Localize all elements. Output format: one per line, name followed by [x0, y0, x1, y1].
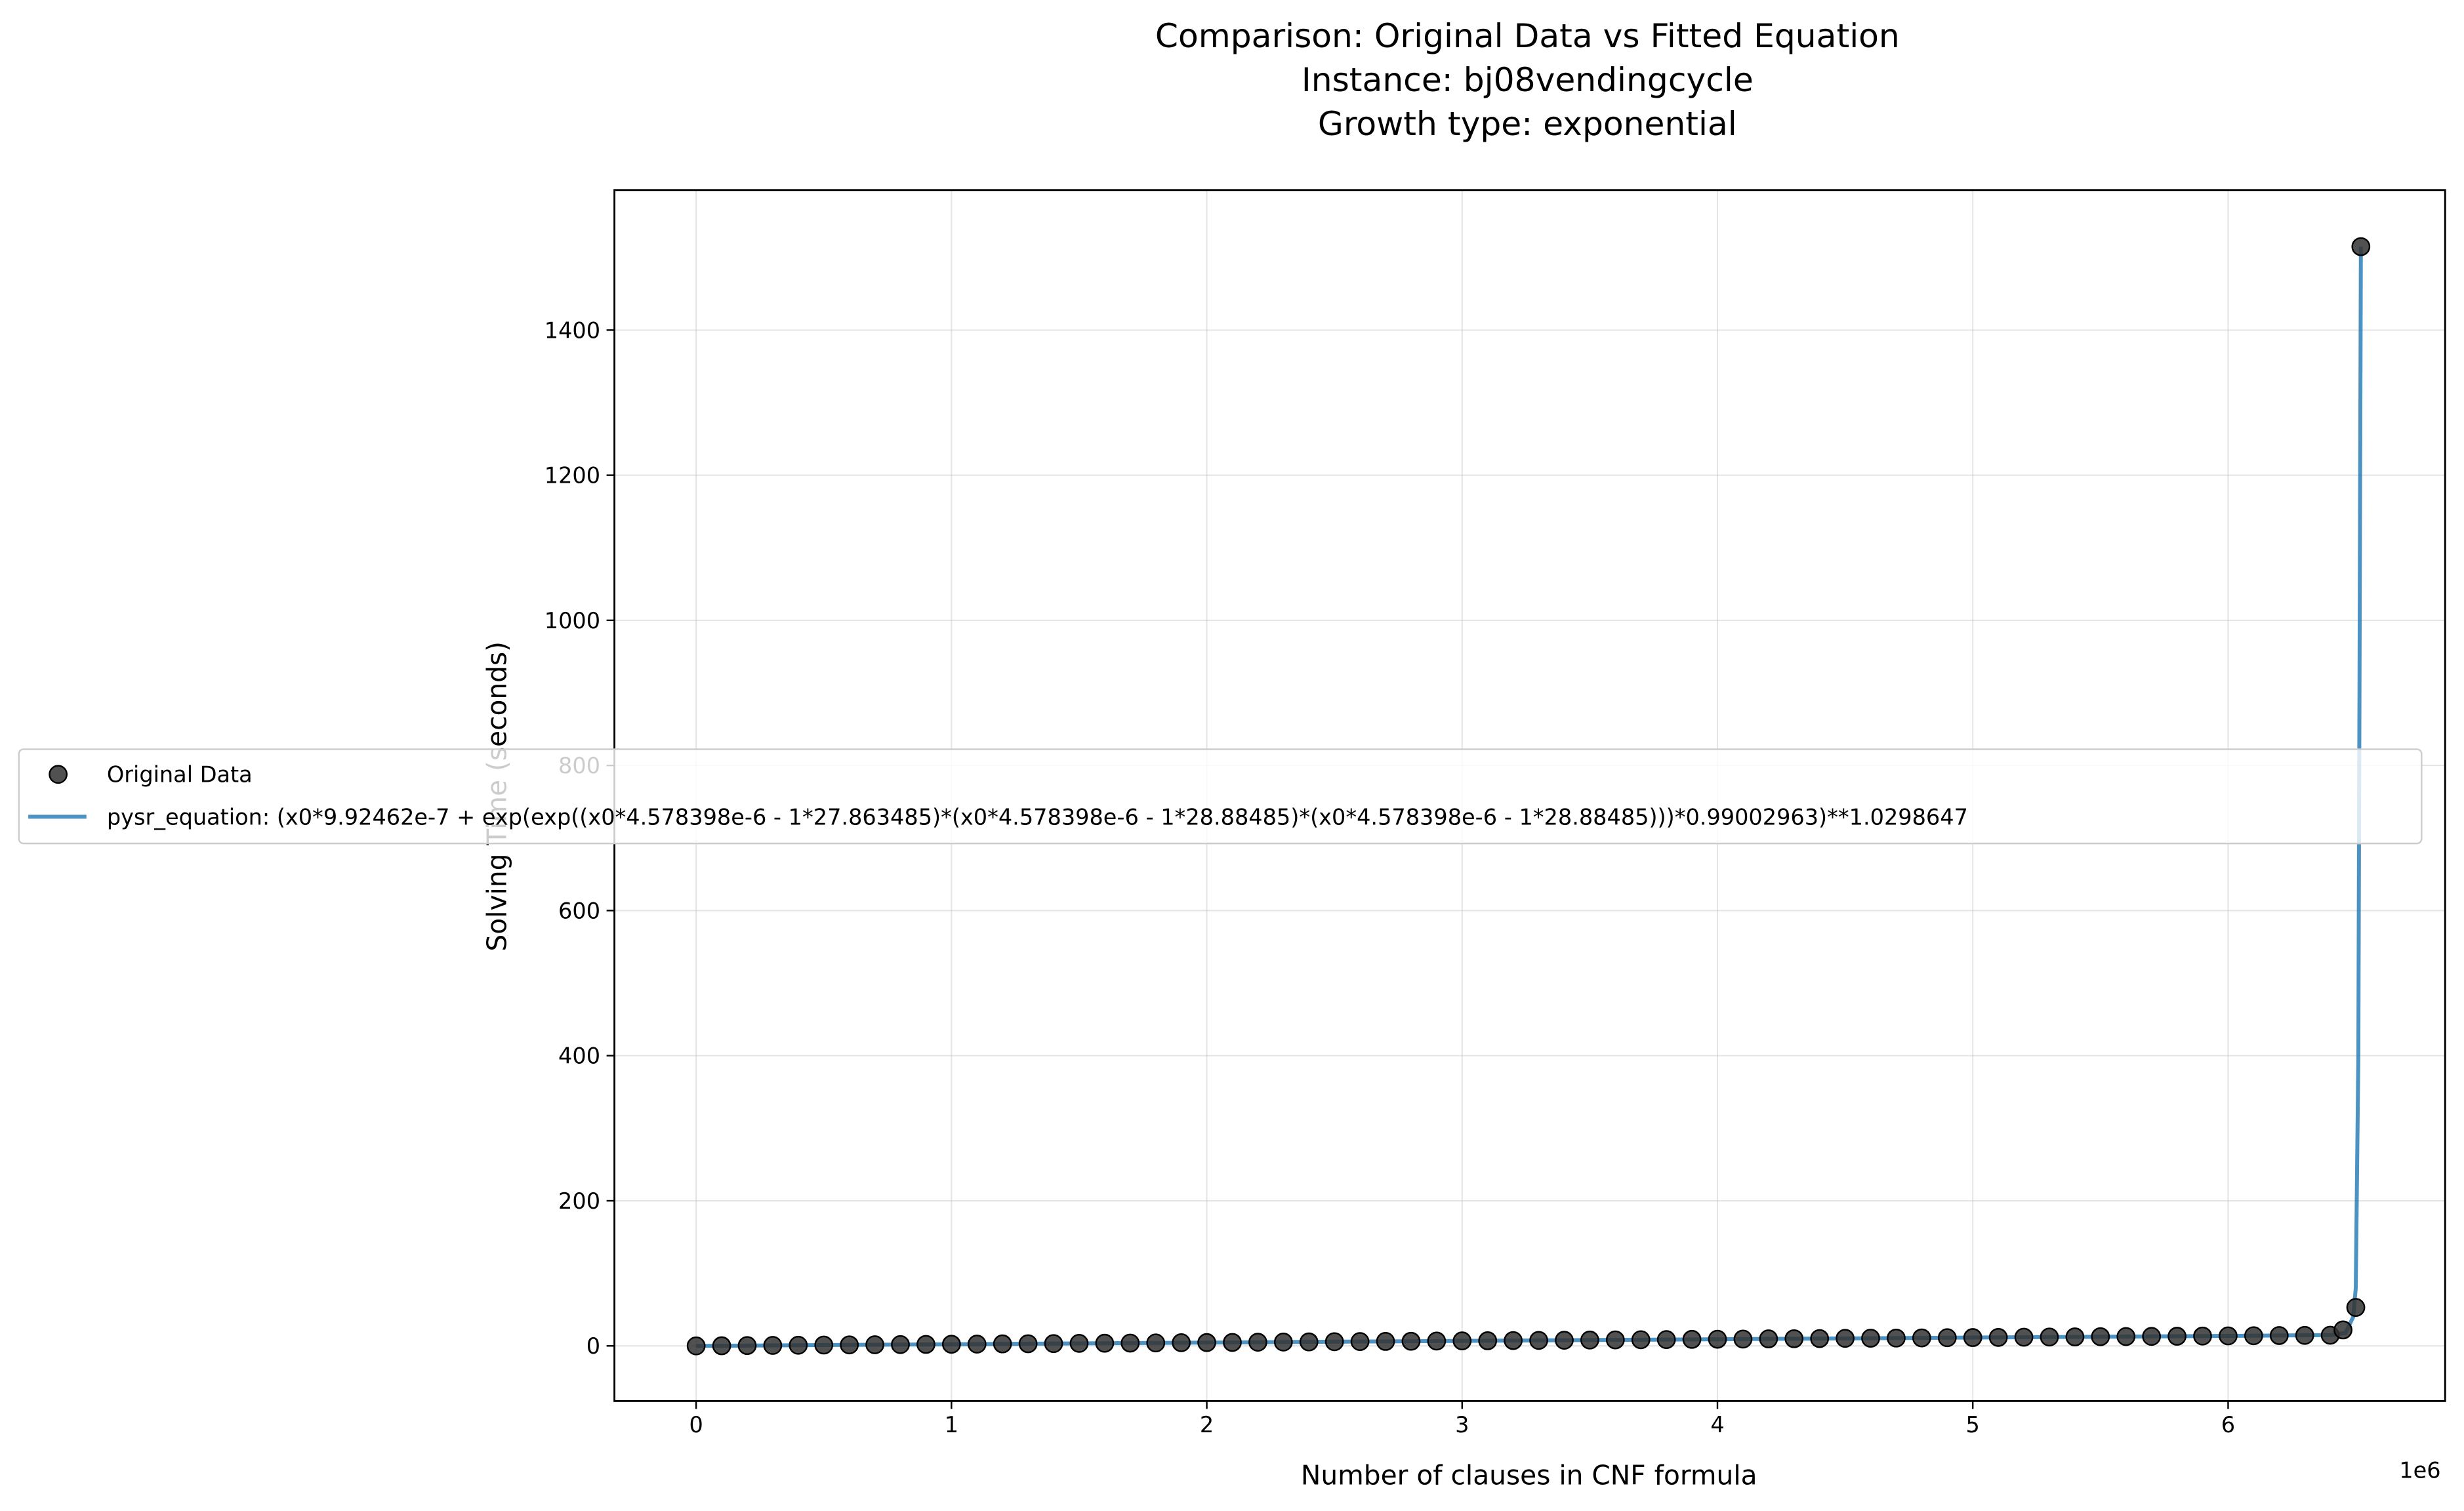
y-tick-label: 1400 — [544, 317, 600, 343]
chart-title-line: Instance: bj08vendingcycle — [1302, 60, 1754, 99]
data-point — [1887, 1328, 1906, 1348]
chart-title-line: Growth type: exponential — [1318, 104, 1737, 143]
data-point — [1656, 1330, 1676, 1350]
data-point — [1478, 1331, 1498, 1350]
data-point — [1401, 1331, 1421, 1351]
data-point — [1018, 1334, 1038, 1354]
legend-label: Original Data — [107, 762, 253, 788]
data-point — [1427, 1331, 1447, 1351]
data-point — [1580, 1330, 1599, 1350]
data-point — [2219, 1326, 2238, 1346]
data-point — [1452, 1331, 1472, 1351]
data-point — [1095, 1333, 1115, 1353]
data-point — [814, 1335, 834, 1355]
data-point — [2040, 1327, 2059, 1347]
data-point — [1324, 1332, 1344, 1352]
data-point — [1555, 1331, 1574, 1350]
data-point — [2167, 1327, 2187, 1346]
y-tick-label: 200 — [558, 1188, 600, 1214]
data-point — [967, 1335, 987, 1354]
data-point — [1963, 1328, 1982, 1347]
chart-title-line: Comparison: Original Data vs Fitted Equa… — [1155, 16, 1900, 55]
data-point — [1733, 1329, 1753, 1349]
legend: Original Data pysr_equation: (x0*9.92462e… — [18, 748, 2423, 845]
data-point — [712, 1336, 731, 1356]
y-tick-label: 600 — [558, 898, 600, 923]
data-point — [789, 1335, 808, 1355]
data-point — [737, 1336, 757, 1356]
data-point — [1172, 1333, 1191, 1352]
data-point — [2091, 1327, 2110, 1346]
x-tick-label: 6 — [2221, 1412, 2235, 1438]
data-point — [2193, 1326, 2212, 1346]
data-point — [840, 1335, 859, 1355]
x-tick-label: 0 — [689, 1412, 703, 1438]
data-point — [2351, 237, 2371, 256]
data-point — [1504, 1331, 1523, 1350]
x-offset-text: 1e6 — [2399, 1458, 2440, 1483]
data-point — [2269, 1326, 2289, 1345]
data-point — [891, 1335, 910, 1354]
x-tick-label: 5 — [1966, 1412, 1980, 1438]
legend-label: pysr_equation: (x0*9.92462e-7 + exp(exp(… — [107, 804, 1968, 830]
x-tick-label: 1 — [945, 1412, 958, 1438]
x-tick-label: 2 — [1200, 1412, 1214, 1438]
data-point — [1273, 1333, 1293, 1352]
data-point — [1529, 1331, 1548, 1350]
data-point — [1810, 1329, 1830, 1348]
data-point — [1197, 1333, 1216, 1352]
data-point — [1069, 1334, 1089, 1353]
data-point — [1146, 1333, 1166, 1353]
y-tick-label: 1000 — [544, 608, 600, 634]
plot-marks — [686, 237, 2371, 1356]
data-point — [916, 1335, 935, 1354]
data-point — [686, 1336, 706, 1356]
data-point — [1120, 1333, 1140, 1353]
data-point — [2142, 1327, 2162, 1346]
data-point — [2346, 1298, 2366, 1317]
data-point — [1912, 1328, 1931, 1348]
data-point — [2116, 1327, 2136, 1346]
y-tick-label: 1200 — [544, 463, 600, 489]
data-point — [1988, 1327, 2008, 1347]
data-point — [1248, 1333, 1267, 1352]
data-point — [1376, 1332, 1395, 1351]
data-point — [1836, 1329, 1855, 1348]
data-point — [1605, 1330, 1625, 1350]
data-point — [763, 1336, 783, 1355]
data-point — [993, 1334, 1012, 1354]
data-point — [1299, 1332, 1319, 1352]
data-point — [1759, 1329, 1778, 1348]
data-point — [1784, 1329, 1804, 1348]
data-point — [2333, 1320, 2352, 1340]
x-axis-label: Number of clauses in CNF formula — [1301, 1459, 1757, 1491]
data-point — [1044, 1334, 1063, 1354]
legend-box — [18, 748, 2423, 845]
data-point — [1861, 1329, 1880, 1348]
x-tick-label: 3 — [1455, 1412, 1469, 1438]
data-point — [2244, 1326, 2263, 1346]
data-point — [1708, 1329, 1727, 1349]
data-point — [1682, 1329, 1702, 1349]
data-point — [2014, 1327, 2034, 1347]
x-tick-label: 4 — [1710, 1412, 1724, 1438]
y-tick-label: 400 — [558, 1043, 600, 1069]
data-point — [941, 1335, 961, 1354]
data-point — [2295, 1325, 2314, 1345]
data-point — [2065, 1327, 2085, 1346]
legend-swatch — [49, 765, 68, 784]
data-point — [1350, 1332, 1370, 1351]
data-point — [1937, 1328, 1957, 1348]
data-point — [1223, 1333, 1242, 1352]
data-point — [865, 1335, 884, 1354]
data-point — [1631, 1330, 1651, 1350]
y-tick-label: 0 — [586, 1333, 600, 1359]
